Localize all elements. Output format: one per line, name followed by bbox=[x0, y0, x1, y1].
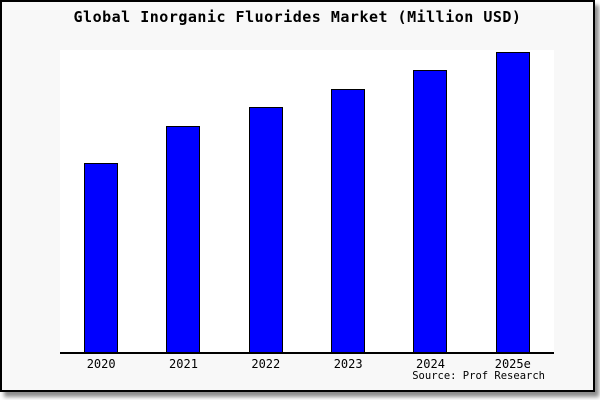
x-axis-labels: 2020 2021 2022 2023 2024 2025e bbox=[60, 357, 554, 371]
bar-slot-2021 bbox=[142, 50, 224, 352]
x-tick-label-2024: 2024 bbox=[416, 357, 445, 371]
x-tick-label-2022: 2022 bbox=[251, 357, 281, 371]
bar-2021 bbox=[166, 126, 201, 352]
bars-container bbox=[60, 50, 554, 352]
bar-slot-2023 bbox=[307, 50, 389, 352]
source-text: Source: Prof Research bbox=[412, 370, 545, 382]
x-tick-label-2021: 2021 bbox=[169, 357, 198, 371]
bar-2024 bbox=[413, 70, 448, 352]
bar-slot-2022 bbox=[225, 50, 307, 352]
bar-2023 bbox=[331, 89, 366, 352]
bar-slot-2020 bbox=[60, 50, 142, 352]
plot-area bbox=[60, 50, 554, 354]
x-tick-label-2025e: 2025e bbox=[494, 357, 531, 371]
x-tick-label-2020: 2020 bbox=[86, 357, 116, 371]
chart-frame: Global Inorganic Fluorides Market (Milli… bbox=[0, 0, 595, 392]
bar-2022 bbox=[248, 107, 283, 352]
x-tick-label-2023: 2023 bbox=[333, 357, 363, 371]
bar-2025e bbox=[495, 52, 530, 352]
bar-slot-2025e bbox=[472, 50, 554, 352]
bar-2020 bbox=[84, 163, 119, 352]
bar-slot-2024 bbox=[389, 50, 471, 352]
chart-title: Global Inorganic Fluorides Market (Milli… bbox=[73, 8, 522, 26]
